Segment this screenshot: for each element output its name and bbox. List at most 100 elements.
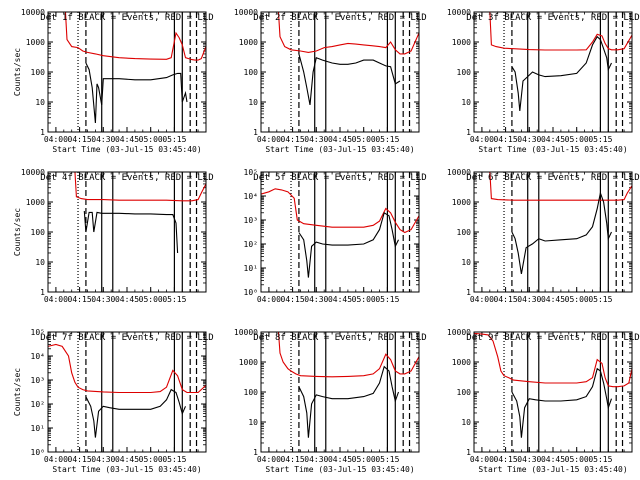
plot-frame: [47, 11, 207, 133]
x-tick-label: 04:00: [44, 135, 68, 144]
y-tick-label: 1: [40, 288, 45, 297]
x-tick-label: 04:00: [470, 295, 494, 304]
panel-9: 1 10 100 1000 10000 04:00 04:15 04:30 04:45 05:00…: [447, 328, 640, 474]
x-tick-label: 04:45: [541, 455, 565, 464]
y-tick-label: 10⁵: [244, 168, 258, 177]
x-tick-label: 04:30: [91, 135, 115, 144]
y-tick-label: 100: [31, 228, 46, 237]
x-tick-label: 04:15: [494, 455, 518, 464]
y-tick-label: 10⁴: [31, 352, 45, 361]
x-tick-label: 05:15: [588, 135, 612, 144]
x-tick-label: 04:30: [517, 135, 541, 144]
y-tick-label: 10⁵: [31, 328, 45, 337]
x-tick-label: 04:15: [68, 295, 92, 304]
plot-frame: [260, 171, 420, 293]
x-tick-label: 05:00: [139, 455, 163, 464]
panel-title: Det 6f BLACK = Events, RED = LLD: [466, 173, 639, 183]
panel-6: 1 10 100 1000 10000 04:00 04:15 04:30 04:45 05:00…: [447, 168, 640, 304]
x-axis-label: Start Time (03-Jul-15 03:45:40): [478, 465, 627, 474]
x-tick-label: 04:45: [115, 135, 139, 144]
x-tick-label: 05:00: [565, 295, 589, 304]
series-events-black: [85, 388, 187, 438]
x-tick-label: 04:45: [328, 455, 352, 464]
x-tick-label: 05:00: [565, 455, 589, 464]
panel-title: Det 2f BLACK = Events, RED = LLD: [253, 13, 426, 23]
y-tick-label: 10000: [234, 328, 258, 337]
panel-title: Det 7f BLACK = Events, RED = LLD: [40, 333, 213, 343]
y-axis-label: Counts/sec: [13, 48, 22, 96]
x-tick-label: 04:30: [91, 455, 115, 464]
panel-4: 1 10 100 1000 10000 04:00 04:15 04:30 04:45 05:00…: [13, 168, 214, 304]
y-tick-label: 1000: [452, 358, 471, 367]
y-tick-label: 10: [461, 418, 471, 427]
x-axis-label: Start Time (03-Jul-15 03:45:40): [52, 145, 201, 154]
y-tick-label: 10: [248, 418, 258, 427]
y-tick-label: 1: [466, 288, 471, 297]
series-events-black: [511, 190, 612, 274]
y-tick-label: 10²: [244, 240, 258, 249]
x-tick-label: 04:45: [115, 295, 139, 304]
y-tick-label: 10¹: [244, 264, 258, 273]
x-tick-label: 05:00: [139, 295, 163, 304]
y-tick-label: 10000: [447, 328, 471, 337]
panel-title: Det 3f BLACK = Events, RED = LLD: [466, 13, 639, 23]
series-lld-red: [277, 332, 419, 378]
y-tick-label: 1: [466, 448, 471, 457]
x-tick-label: 04:30: [91, 295, 115, 304]
x-tick-label: 04:00: [44, 455, 68, 464]
x-tick-label: 04:30: [304, 135, 328, 144]
plot-frame: [473, 11, 633, 133]
y-tick-label: 10: [461, 258, 471, 267]
series-lld-red: [474, 332, 632, 388]
plot-frame: [260, 11, 420, 133]
y-tick-label: 10¹: [31, 424, 45, 433]
panel-title: Det 4f BLACK = Events, RED = LLD: [40, 173, 213, 183]
x-tick-label: 04:30: [517, 455, 541, 464]
x-tick-label: 04:00: [470, 455, 494, 464]
panel-2: 1 10 100 1000 10000 04:00 04:15 04:30 04:45 05:00…: [234, 8, 427, 154]
x-tick-label: 05:15: [588, 295, 612, 304]
x-tick-label: 04:30: [517, 295, 541, 304]
x-tick-label: 05:15: [375, 455, 399, 464]
x-tick-label: 05:00: [352, 135, 376, 144]
y-tick-label: 10000: [21, 168, 45, 177]
y-tick-label: 10000: [21, 8, 45, 17]
x-tick-label: 04:00: [257, 135, 281, 144]
x-tick-label: 05:00: [565, 135, 589, 144]
x-tick-label: 04:30: [304, 295, 328, 304]
series-lld-red: [64, 12, 206, 61]
y-tick-label: 1: [40, 128, 45, 137]
x-tick-label: 04:15: [281, 135, 305, 144]
x-tick-label: 05:15: [162, 295, 186, 304]
x-tick-label: 04:00: [257, 295, 281, 304]
panel-1: 1 10 100 1000 10000 04:00 04:15 04:30 04:45 05:00…: [13, 8, 214, 154]
x-tick-label: 05:15: [162, 455, 186, 464]
series-lld-red: [74, 172, 206, 202]
y-axis-label: Counts/sec: [13, 208, 22, 256]
series-events-black: [85, 62, 188, 124]
y-tick-label: 1000: [26, 38, 45, 47]
x-tick-label: 04:45: [328, 295, 352, 304]
series-lld-red: [489, 172, 632, 201]
series-events-black: [511, 367, 613, 438]
plot-frame: [473, 331, 633, 453]
x-tick-label: 04:45: [541, 295, 565, 304]
x-axis-label: Start Time (03-Jul-15 03:45:40): [265, 145, 414, 154]
x-tick-label: 05:00: [352, 455, 376, 464]
x-tick-label: 05:00: [352, 295, 376, 304]
y-tick-label: 100: [457, 68, 472, 77]
x-tick-label: 04:15: [494, 135, 518, 144]
panel-title: Det 1f BLACK = Events, RED = LLD: [40, 13, 213, 23]
y-tick-label: 1: [466, 128, 471, 137]
x-tick-label: 04:45: [328, 135, 352, 144]
x-tick-label: 05:15: [375, 295, 399, 304]
y-tick-label: 100: [457, 388, 472, 397]
series-events-black: [298, 365, 400, 438]
y-tick-label: 1: [253, 128, 258, 137]
x-axis-label: Start Time (03-Jul-15 03:45:40): [52, 465, 201, 474]
series-events-black: [83, 210, 179, 254]
y-tick-label: 1000: [26, 198, 45, 207]
